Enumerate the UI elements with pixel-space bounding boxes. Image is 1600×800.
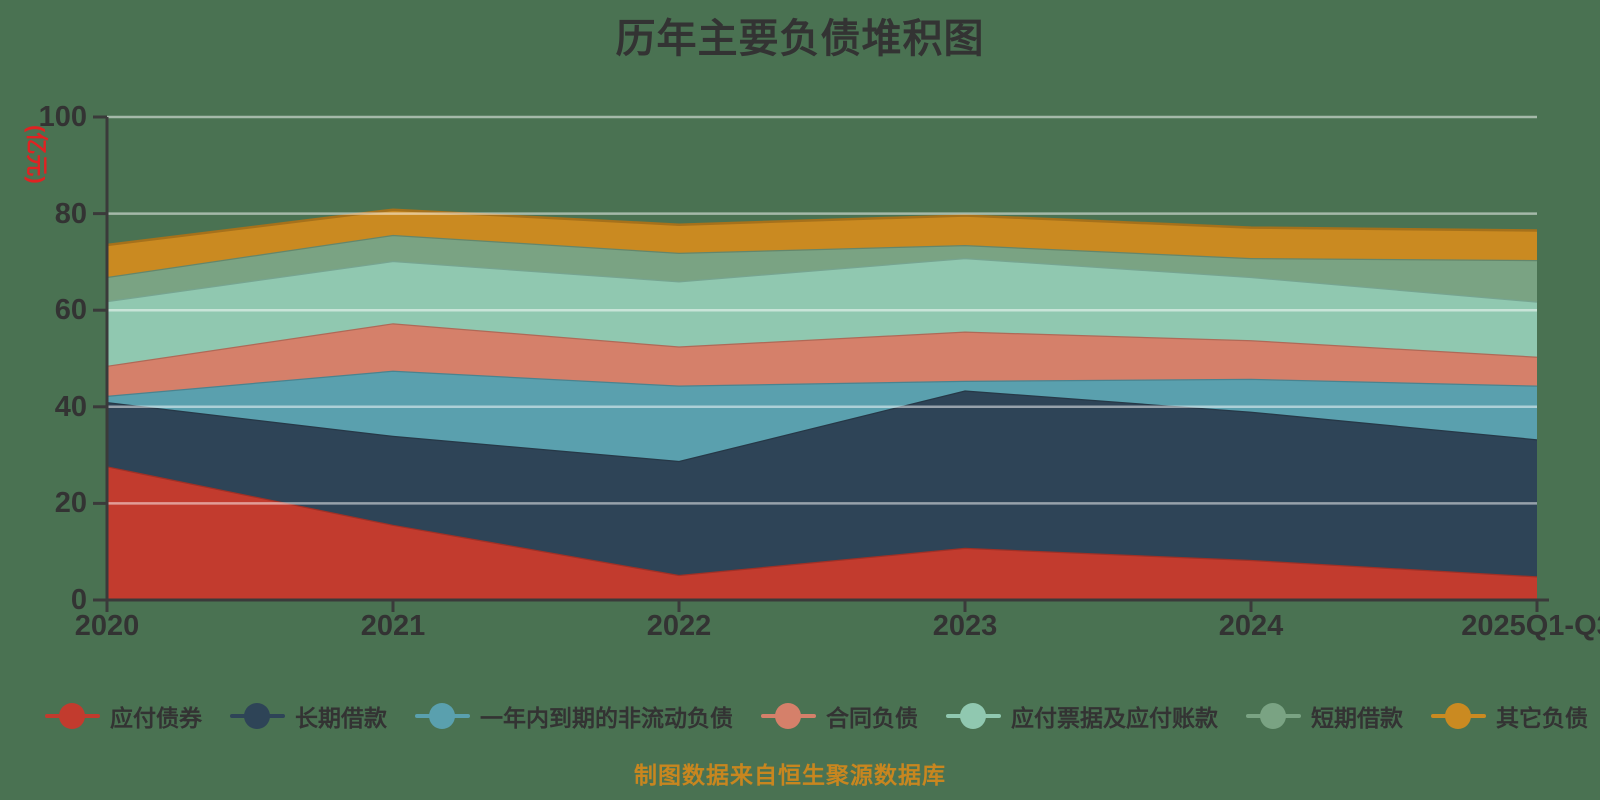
area-series-其它负债 <box>107 209 1537 277</box>
y-tick-label-60: 60 <box>54 294 87 327</box>
legend-marker-icon <box>415 701 470 731</box>
area-series-一年内到期的非流动负债 <box>107 370 1537 461</box>
legend-label: 短期借款 <box>1311 705 1403 731</box>
y-tick-label-0: 0 <box>70 584 87 616</box>
legend-item-短期借款[interactable]: 短期借款 <box>1246 699 1403 733</box>
legend-item-长期借款[interactable]: 长期借款 <box>230 699 387 733</box>
x-tick-label-2025Q1-Q3: 2025Q1-Q3 <box>1461 610 1600 642</box>
legend-label: 应付债券 <box>110 705 202 731</box>
legend-dot-icon <box>244 703 270 729</box>
legend-item-应付债券[interactable]: 应付债券 <box>45 699 202 733</box>
legend-marker-icon <box>45 701 100 731</box>
x-tick-label-2020: 2020 <box>74 610 140 642</box>
legend-dot-icon <box>775 703 801 729</box>
legend-marker-icon <box>946 701 1001 731</box>
legend-dot-icon <box>429 703 455 729</box>
area-series-合同负债 <box>107 323 1537 396</box>
legend-label: 长期借款 <box>295 705 387 731</box>
chart-title: 历年主要负债堆积图 <box>615 17 985 61</box>
legend-label: 其它负债 <box>1496 705 1588 731</box>
legend: 应付债券 长期借款 一年内到期的非流动负债 合同负债 应付票据及应付账款 短期借款 其它负债 <box>45 694 1600 738</box>
legend-dot-icon <box>960 703 986 729</box>
x-tick-label-2021: 2021 <box>360 610 426 642</box>
legend-dot-icon <box>59 703 85 729</box>
legend-label: 一年内到期的非流动负债 <box>480 705 733 731</box>
x-tick-label-2023: 2023 <box>932 610 998 642</box>
legend-item-合同负债[interactable]: 合同负债 <box>761 699 918 733</box>
area-series-应付票据及应付账款 <box>107 258 1537 366</box>
legend-dot-icon <box>1260 703 1286 729</box>
legend-dot-icon <box>1445 703 1471 729</box>
legend-marker-icon <box>1246 701 1301 731</box>
area-series-topline-其它负债 <box>106 208 1538 247</box>
legend-item-一年内到期的非流动负债[interactable]: 一年内到期的非流动负债 <box>415 699 733 733</box>
y-tick-label-20: 20 <box>54 487 87 520</box>
y-tick-label-100: 100 <box>38 101 87 133</box>
y-tick-label-80: 80 <box>54 197 87 230</box>
legend-item-应付票据及应付账款[interactable]: 应付票据及应付账款 <box>946 699 1218 733</box>
y-tick-label-40: 40 <box>54 390 87 423</box>
legend-marker-icon <box>230 701 285 731</box>
area-series-长期借款 <box>107 390 1537 577</box>
area-series-topline-短期借款 <box>106 233 1538 279</box>
area-series-应付债券 <box>107 466 1537 600</box>
area-series-topline-合同负债 <box>106 321 1538 367</box>
legend-marker-icon <box>761 701 816 731</box>
legend-item-其它负债[interactable]: 其它负债 <box>1431 699 1588 733</box>
legend-marker-icon <box>1431 701 1486 731</box>
x-tick-label-2022: 2022 <box>646 610 712 642</box>
legend-label: 应付票据及应付账款 <box>1011 705 1218 731</box>
legend-label: 合同负债 <box>826 705 918 731</box>
x-tick-label-2024: 2024 <box>1218 610 1284 642</box>
area-series-短期借款 <box>107 234 1537 302</box>
source-caption: 制图数据来自恒生聚源数据库 <box>634 762 946 788</box>
